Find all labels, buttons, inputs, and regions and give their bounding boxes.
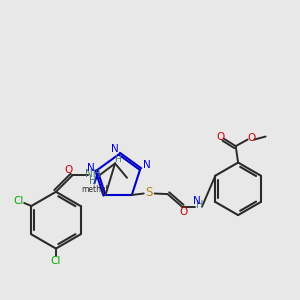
Text: O: O: [216, 132, 224, 142]
Text: N: N: [142, 160, 150, 170]
Text: methyl: methyl: [81, 185, 108, 194]
Text: H: H: [196, 200, 203, 210]
Text: Cl: Cl: [51, 256, 61, 266]
Text: Cl: Cl: [14, 196, 24, 206]
Text: N: N: [87, 163, 95, 172]
Text: O: O: [179, 207, 188, 217]
Text: O: O: [247, 133, 255, 143]
Text: O: O: [65, 165, 73, 175]
Text: H: H: [89, 176, 97, 186]
Text: NH: NH: [85, 169, 100, 178]
Text: N: N: [193, 196, 200, 206]
Text: N: N: [111, 144, 119, 154]
Text: S: S: [146, 186, 153, 199]
Text: H: H: [114, 155, 121, 164]
